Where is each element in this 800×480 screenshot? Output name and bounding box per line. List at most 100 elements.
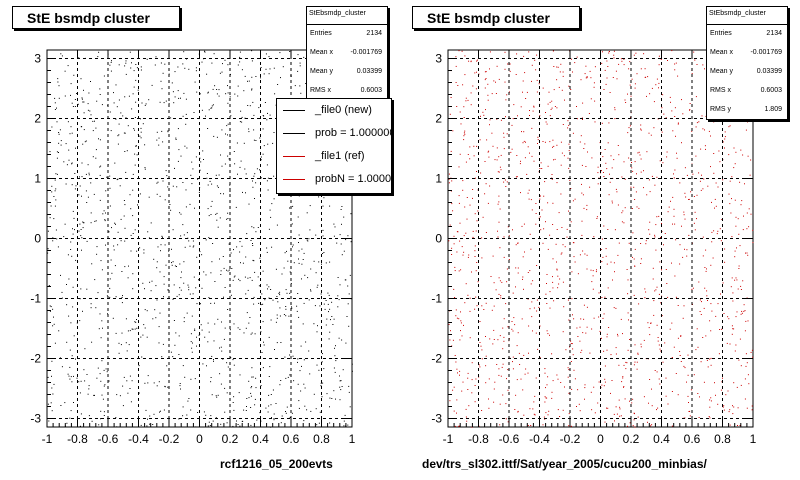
data-point (213, 360, 214, 362)
data-point (254, 198, 255, 199)
data-point (479, 321, 481, 322)
data-point (570, 89, 572, 90)
data-point (618, 242, 620, 244)
data-point (597, 172, 599, 174)
data-point (469, 297, 471, 299)
data-point (267, 143, 269, 145)
data-point (686, 174, 688, 176)
data-point (459, 153, 461, 155)
stats-label: Mean y (710, 68, 733, 75)
data-point (531, 301, 533, 303)
data-point (527, 272, 529, 273)
stats-value: 2134 (366, 30, 382, 37)
data-point (750, 351, 752, 353)
data-point (183, 282, 185, 284)
data-point (82, 227, 84, 229)
legend-label: prob = 1.000000 (315, 127, 392, 139)
data-point (336, 242, 338, 244)
data-point (740, 313, 742, 315)
data-point (162, 343, 164, 345)
data-point (638, 151, 640, 153)
data-point (750, 213, 752, 215)
legend-line-red (283, 179, 305, 180)
data-point (265, 53, 267, 55)
data-point (496, 118, 498, 120)
data-point (257, 276, 259, 278)
data-point (695, 96, 697, 98)
data-point (750, 159, 752, 161)
data-point (79, 223, 81, 225)
data-point (300, 92, 302, 94)
data-point (653, 127, 655, 129)
data-point (99, 94, 101, 95)
data-point (605, 248, 607, 250)
data-point (216, 212, 218, 214)
data-point (672, 223, 673, 225)
data-point (739, 425, 741, 426)
data-point (449, 339, 451, 341)
stats-value: 1.809 (764, 106, 782, 113)
data-point (683, 211, 685, 213)
data-point (633, 294, 635, 296)
data-point (58, 330, 60, 332)
left-x-axis-title: rcf1216_05_200evts (220, 457, 333, 471)
data-point (498, 277, 500, 279)
data-point (544, 396, 546, 398)
data-point (140, 137, 142, 139)
data-point (51, 387, 53, 389)
data-point (156, 131, 158, 133)
data-point (96, 377, 98, 379)
data-point (259, 169, 260, 171)
data-point (463, 235, 465, 237)
data-point (679, 182, 681, 184)
data-point (322, 353, 323, 355)
data-point (250, 395, 252, 397)
data-point (70, 249, 72, 250)
data-point (142, 282, 144, 284)
data-point (300, 390, 302, 392)
data-point (622, 333, 623, 335)
data-point (96, 253, 98, 255)
data-point (572, 71, 573, 73)
data-point (67, 373, 69, 375)
data-point (339, 380, 341, 382)
data-point (140, 118, 141, 120)
data-point (529, 308, 531, 310)
data-point (156, 182, 158, 184)
data-point (567, 157, 569, 159)
data-point (614, 107, 616, 109)
data-point (265, 407, 267, 409)
data-point (662, 361, 664, 363)
data-point (103, 369, 105, 371)
data-point (54, 97, 56, 99)
data-point (187, 284, 189, 286)
data-point (85, 190, 87, 192)
data-point (604, 421, 606, 423)
data-point (706, 295, 708, 297)
data-point (338, 299, 340, 301)
data-point (261, 352, 263, 353)
data-point (149, 423, 151, 425)
data-point (74, 173, 76, 174)
data-point (655, 289, 657, 291)
data-point (648, 229, 650, 231)
data-point (640, 158, 642, 160)
data-point (552, 224, 554, 225)
data-point (695, 155, 697, 157)
data-point (679, 263, 681, 265)
data-point (347, 424, 349, 426)
data-point (503, 336, 505, 338)
data-point (464, 130, 466, 132)
data-point (239, 328, 241, 330)
data-point (590, 98, 592, 100)
data-point (519, 163, 521, 165)
data-point (551, 391, 553, 393)
data-point (268, 56, 270, 58)
data-point (624, 398, 626, 400)
data-point (465, 283, 467, 285)
data-point (212, 104, 214, 106)
data-point (86, 288, 88, 290)
data-point (531, 155, 533, 157)
data-point (467, 389, 469, 390)
data-point (627, 349, 629, 351)
